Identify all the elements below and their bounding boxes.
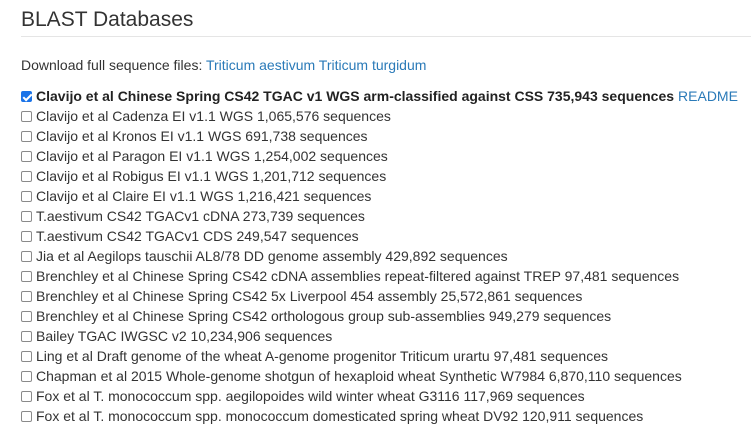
database-checkbox[interactable] [21,410,32,422]
page-title: BLAST Databases [21,8,194,31]
database-item[interactable]: Clavijo et al Cadenza EI v1.1 WGS 1,065,… [21,106,738,126]
database-label[interactable]: Fox et al T. monococcum spp. monococcum … [36,408,644,424]
database-item[interactable]: Fox et al T. monococcum spp. monococcum … [21,406,738,426]
database-item[interactable]: Clavijo et al Chinese Spring CS42 TGAC v… [21,86,738,106]
database-checkbox[interactable] [21,150,32,162]
database-item[interactable]: Clavijo et al Claire EI v1.1 WGS 1,216,4… [21,186,738,206]
database-item[interactable]: Clavijo et al Paragon EI v1.1 WGS 1,254,… [21,146,738,166]
database-checkbox[interactable] [21,290,32,302]
database-label[interactable]: Bailey TGAC IWGSC v2 10,234,906 sequence… [36,328,333,344]
title-divider [21,36,751,37]
database-label[interactable]: Clavijo et al Cadenza EI v1.1 WGS 1,065,… [36,108,391,124]
database-checkbox[interactable] [21,310,32,322]
database-checkbox[interactable] [21,130,32,142]
database-checkbox[interactable] [21,170,32,182]
database-item[interactable]: Clavijo et al Kronos EI v1.1 WGS 691,738… [21,126,738,146]
database-item[interactable]: Fox et al T. monococcum spp. aegilopoide… [21,386,738,406]
database-label[interactable]: Clavijo et al Paragon EI v1.1 WGS 1,254,… [36,148,388,164]
database-checkbox[interactable] [21,390,32,402]
database-checkbox-checked[interactable] [21,90,32,102]
database-checkbox[interactable] [21,110,32,122]
database-item[interactable]: Brenchley et al Chinese Spring CS42 orth… [21,306,738,326]
database-checkbox[interactable] [21,350,32,362]
readme-link[interactable]: README [678,88,738,104]
database-item[interactable]: Ling et al Draft genome of the wheat A-g… [21,346,738,366]
database-label[interactable]: T.aestivum CS42 TGACv1 cDNA 273,739 sequ… [36,208,365,224]
database-item[interactable]: Jia et al Aegilops tauschii AL8/78 DD ge… [21,246,738,266]
database-checkbox[interactable] [21,370,32,382]
database-label[interactable]: Brenchley et al Chinese Spring CS42 5x L… [36,288,583,304]
database-label[interactable]: Ling et al Draft genome of the wheat A-g… [36,348,609,364]
database-checkbox[interactable] [21,330,32,342]
download-label: Download full sequence files: [21,57,203,73]
database-label[interactable]: T.aestivum CS42 TGACv1 CDS 249,547 seque… [36,228,359,244]
database-checkbox[interactable] [21,210,32,222]
database-label[interactable]: Chapman et al 2015 Whole-genome shotgun … [36,368,682,384]
database-label[interactable]: Brenchley et al Chinese Spring CS42 orth… [36,308,612,324]
database-item[interactable]: Brenchley et al Chinese Spring CS42 5x L… [21,286,738,306]
database-checkbox[interactable] [21,230,32,242]
database-label[interactable]: Brenchley et al Chinese Spring CS42 cDNA… [36,268,680,284]
database-item[interactable]: T.aestivum CS42 TGACv1 CDS 249,547 seque… [21,226,738,246]
database-item[interactable]: Brenchley et al Chinese Spring CS42 cDNA… [21,266,738,286]
database-list: Clavijo et al Chinese Spring CS42 TGAC v… [21,86,738,426]
database-checkbox[interactable] [21,250,32,262]
database-label[interactable]: Clavijo et al Robigus EI v1.1 WGS 1,201,… [36,168,387,184]
database-checkbox[interactable] [21,190,32,202]
database-item[interactable]: Bailey TGAC IWGSC v2 10,234,906 sequence… [21,326,738,346]
download-line: Download full sequence files: Triticum a… [21,56,426,74]
database-item[interactable]: Chapman et al 2015 Whole-genome shotgun … [21,366,738,386]
database-checkbox[interactable] [21,270,32,282]
download-link-triticum-aestivum[interactable]: Triticum aestivum [205,57,316,73]
database-label[interactable]: Clavijo et al Chinese Spring CS42 TGAC v… [36,88,675,104]
database-label[interactable]: Clavijo et al Kronos EI v1.1 WGS 691,738… [36,128,368,144]
database-label[interactable]: Fox et al T. monococcum spp. aegilopoide… [36,388,585,404]
database-item[interactable]: Clavijo et al Robigus EI v1.1 WGS 1,201,… [21,166,738,186]
download-link-triticum-turgidum[interactable]: Triticum turgidum [318,57,427,73]
database-item[interactable]: T.aestivum CS42 TGACv1 cDNA 273,739 sequ… [21,206,738,226]
database-label[interactable]: Clavijo et al Claire EI v1.1 WGS 1,216,4… [36,188,372,204]
database-label[interactable]: Jia et al Aegilops tauschii AL8/78 DD ge… [36,248,508,264]
